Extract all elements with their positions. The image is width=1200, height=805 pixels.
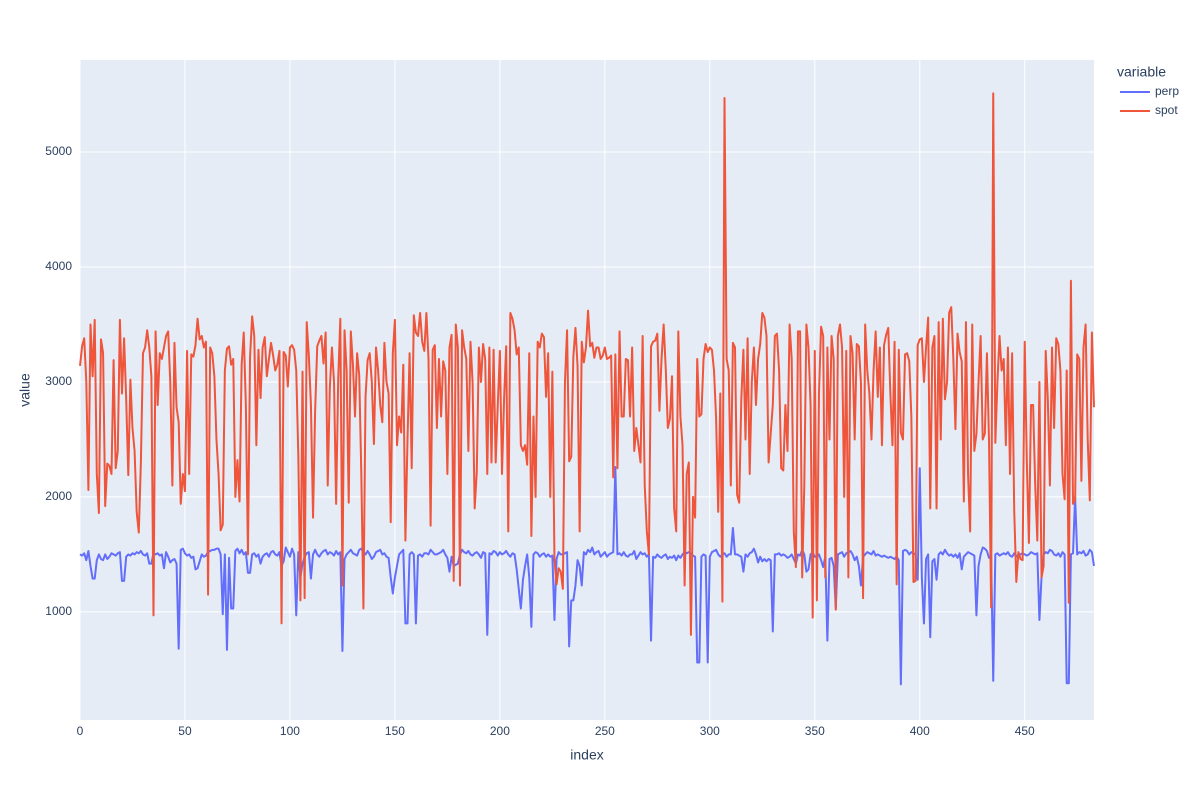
y-tick-label: 2000: [45, 489, 72, 503]
x-tick-label: 300: [700, 724, 720, 738]
x-tick-label: 350: [805, 724, 825, 738]
y-tick-label: 1000: [45, 604, 72, 618]
x-axis-title: index: [570, 747, 603, 763]
legend-label: perp: [1155, 84, 1179, 98]
x-tick-label: 450: [1015, 724, 1035, 738]
series-line: [79, 466, 1095, 686]
x-tick-label: 400: [910, 724, 930, 738]
x-tick-label: 200: [490, 724, 510, 738]
y-axis-title: value: [17, 373, 33, 407]
y-tick-label: 5000: [45, 144, 72, 158]
x-tick-label: 0: [77, 724, 84, 738]
legend-title: variable: [1117, 64, 1166, 80]
y-tick-label: 3000: [45, 374, 72, 388]
x-tick-label: 150: [385, 724, 405, 738]
x-tick-label: 250: [595, 724, 615, 738]
labels: 1000 2000 3000 4000 5000 0 50 100 150 200 250 300 35…: [45, 144, 1035, 738]
x-tick-label: 50: [178, 724, 192, 738]
x-tick-label: 100: [280, 724, 300, 738]
y-tick-label: 4000: [45, 259, 72, 273]
series-line: [79, 92, 1095, 636]
legend-label: spot: [1155, 103, 1178, 117]
series-lines: [79, 92, 1095, 686]
